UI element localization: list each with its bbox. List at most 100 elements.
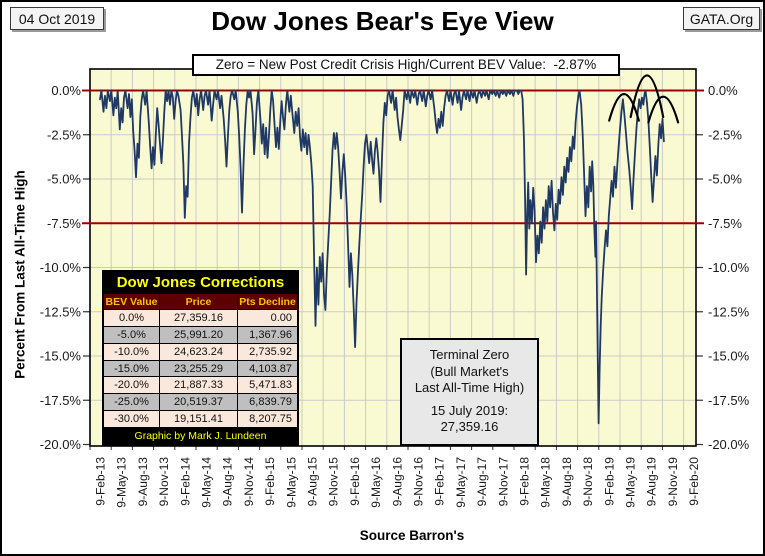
y-axis-label-right: -17.5% <box>708 393 750 408</box>
corrections-cell: -5.0% <box>104 326 159 343</box>
x-axis-label: 9-Feb-16 <box>348 457 362 506</box>
y-axis-label-right: -20.0% <box>708 437 750 452</box>
y-axis-label-right: -7.5% <box>708 216 742 231</box>
y-axis-label-left: -17.5% <box>40 393 82 408</box>
report-date-box: 04 Oct 2019 <box>10 7 104 30</box>
y-axis-label-right: -10.0% <box>708 260 750 275</box>
terminal-zero-line: (Bull Market's <box>430 363 509 379</box>
table-row: -25.0% 20,519.37 6,839.79 <box>104 394 297 411</box>
corrections-cell: -25.0% <box>104 394 159 411</box>
x-axis-label: 9-May-19 <box>624 457 638 508</box>
corrections-cell: 19,151.41 <box>160 411 237 428</box>
y-axis-label-left: 0.0% <box>51 83 81 98</box>
corrections-cell: 0.00 <box>238 310 297 326</box>
x-axis-label: 9-Feb-13 <box>94 457 108 506</box>
x-axis-label: 9-Feb-18 <box>518 457 532 506</box>
table-row: -15.0% 23,255.29 4,103.87 <box>104 360 297 377</box>
terminal-zero-box: Terminal Zero (Bull Market's Last All-Ti… <box>400 338 539 446</box>
x-axis-label: 9-May-13 <box>115 457 129 508</box>
corrections-column-header: Pts Decline <box>238 294 297 309</box>
x-axis-label: 9-Nov-19 <box>666 457 680 507</box>
corrections-cell: 2,735.92 <box>238 343 297 360</box>
terminal-zero-line: 15 July 2019: <box>430 402 509 418</box>
x-axis-label: 9-Feb-14 <box>178 457 192 506</box>
x-axis-label: 9-Nov-13 <box>157 457 171 507</box>
corrections-cell: 20,519.37 <box>160 394 237 411</box>
corrections-cell: -20.0% <box>104 377 159 394</box>
report-date: 04 Oct 2019 <box>18 11 96 27</box>
source-label: Source Barron's <box>359 528 465 543</box>
x-axis-label: 9-Nov-18 <box>581 457 595 507</box>
table-row: 0.0% 27,359.16 0.00 <box>104 310 297 326</box>
terminal-zero-line: 27,359.16 <box>440 419 499 434</box>
y-axis-label-left: -15.0% <box>40 349 82 364</box>
y-axis-label-left: -10.0% <box>40 260 82 275</box>
x-axis-label: 9-Feb-20 <box>687 457 701 506</box>
x-axis-label: 9-May-18 <box>539 457 553 508</box>
x-axis-label: 9-May-17 <box>454 457 468 508</box>
gata-org-label: GATA.Org <box>689 11 754 27</box>
annotation-arc <box>608 92 640 122</box>
corrections-table-footer: Graphic by Mark J. Lundeen <box>104 428 297 444</box>
gata-org-badge: GATA.Org <box>683 7 760 30</box>
x-axis-label: 9-Aug-15 <box>306 457 320 507</box>
corrections-table: Dow Jones Corrections BEV Value Price Pts … <box>102 270 299 446</box>
y-axis-label-right: -15.0% <box>708 349 750 364</box>
y-axis-label-left: -2.5% <box>47 127 81 142</box>
x-axis-label: 9-Aug-13 <box>136 457 150 507</box>
y-axis-label-right: -12.5% <box>708 304 750 319</box>
x-axis-label: 9-Feb-17 <box>433 457 447 506</box>
table-row: -20.0% 21,887.33 5,471.83 <box>104 377 297 394</box>
corrections-cell: 24,623.24 <box>160 343 237 360</box>
terminal-zero-line: Terminal Zero <box>429 347 510 362</box>
corrections-cell: 27,359.16 <box>160 310 237 326</box>
corrections-cell: 8,207.75 <box>238 411 297 428</box>
annotation-arc <box>629 74 665 119</box>
corrections-cell: 21,887.33 <box>160 377 237 394</box>
x-axis-label: 9-May-14 <box>200 457 214 508</box>
x-axis-label: 9-Aug-17 <box>475 457 489 507</box>
corrections-column-header: Price <box>160 294 237 309</box>
x-axis-label: 9-Aug-16 <box>390 457 404 507</box>
y-axis-title: Percent From Last All-Time High <box>12 170 28 379</box>
corrections-cell: 23,255.29 <box>160 360 237 377</box>
corrections-cell: -15.0% <box>104 360 159 377</box>
x-axis-label: 9-Aug-14 <box>221 457 235 507</box>
corrections-cell: 25,991.20 <box>160 326 237 343</box>
table-row: -10.0% 24,623.24 2,735.92 <box>104 343 297 360</box>
y-axis-label-left: -20.0% <box>40 437 82 452</box>
corrections-table-body: 0.0% 27,359.16 0.00 -5.0% 25,991.20 1,367.96-… <box>104 309 297 428</box>
x-axis-label: 9-Nov-17 <box>496 457 510 507</box>
table-row: -30.0% 19,151.41 8,207.75 <box>104 411 297 428</box>
x-axis-label: 9-Nov-16 <box>412 457 426 507</box>
x-axis-label: 9-Aug-19 <box>645 457 659 507</box>
corrections-cell: 1,367.96 <box>238 326 297 343</box>
annotation-arc <box>647 95 680 124</box>
x-axis-label: 9-Nov-14 <box>242 457 256 507</box>
y-axis-label-right: -5.0% <box>708 172 742 187</box>
x-axis-label: 9-Feb-15 <box>263 457 277 506</box>
x-axis-label: 9-Nov-15 <box>327 457 341 507</box>
bev-line-series <box>99 89 665 425</box>
x-axis-label: 9-May-16 <box>369 457 383 508</box>
corrections-cell: -10.0% <box>104 343 159 360</box>
terminal-zero-line: Last All-Time High) <box>414 380 525 395</box>
corrections-column-header: BEV Value <box>104 294 159 309</box>
corrections-cell: 6,839.79 <box>238 394 297 411</box>
x-axis-label: 9-Aug-18 <box>560 457 574 507</box>
y-axis-label-right: -2.5% <box>708 127 742 142</box>
corrections-cell: 5,471.83 <box>238 377 297 394</box>
x-axis-label: 9-Feb-19 <box>602 457 616 506</box>
y-axis-label-left: -7.5% <box>47 216 81 231</box>
x-axis-label: 9-May-15 <box>284 457 298 508</box>
y-axis-label-right: 0.0% <box>708 83 738 98</box>
corrections-table-title: Dow Jones Corrections <box>104 272 297 293</box>
table-row: -5.0% 25,991.20 1,367.96 <box>104 326 297 343</box>
corrections-cell: 4,103.87 <box>238 360 297 377</box>
corrections-cell: -30.0% <box>104 411 159 428</box>
y-axis-label-left: -5.0% <box>47 172 81 187</box>
corrections-table-header-row: BEV Value Price Pts Decline <box>104 294 297 309</box>
corrections-cell: 0.0% <box>104 310 159 326</box>
page-title: Dow Jones Bear's Eye View <box>211 6 554 36</box>
